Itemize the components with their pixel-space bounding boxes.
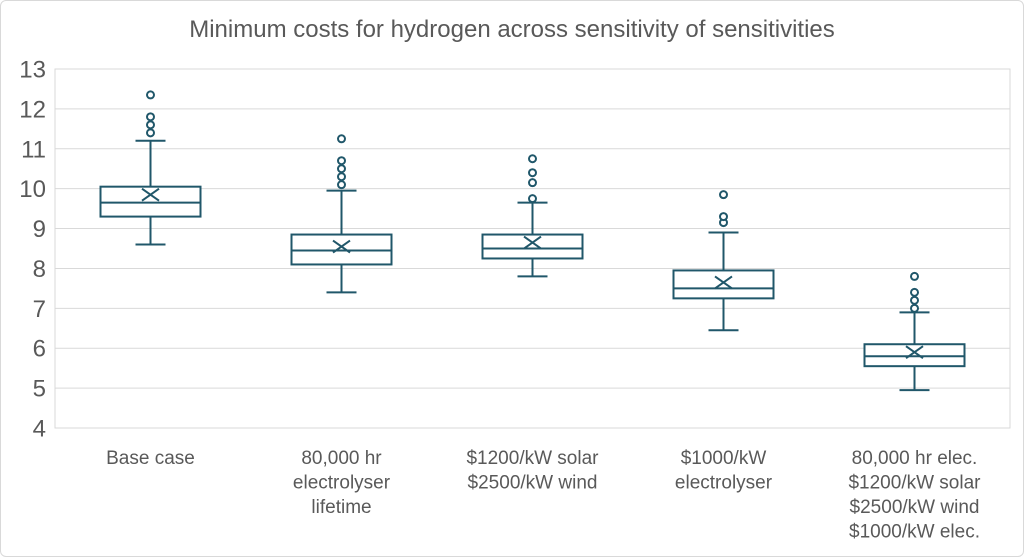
y-axis-tick-label: 5 <box>33 376 46 403</box>
box-whisker-group <box>290 134 393 294</box>
box-whisker-group <box>99 90 202 246</box>
outlier-point <box>719 190 728 200</box>
outlier-point <box>337 164 346 174</box>
y-axis-tick-label: 8 <box>33 256 46 283</box>
plot-area-border <box>54 68 1011 429</box>
x-axis-category-label: 80,000 hr electrolyser lifetime <box>293 448 391 518</box>
chart-title: Minimum costs for hydrogen across sensit… <box>189 16 835 43</box>
outlier-point <box>910 303 919 313</box>
outlier-point <box>528 194 537 204</box>
y-axis-tick-label: 11 <box>21 136 46 163</box>
outlier-point <box>146 90 155 100</box>
box-whisker-group <box>481 154 584 278</box>
y-axis-tick-label: 7 <box>33 296 46 323</box>
mean-x-marker <box>141 187 160 202</box>
y-axis-tick-label: 4 <box>33 416 46 443</box>
outlier-point <box>337 134 346 144</box>
mean-x-marker <box>332 239 351 254</box>
mean-x-marker <box>905 345 924 360</box>
x-axis-category-label: Base case <box>106 448 195 469</box>
y-axis-tick-label: 13 <box>19 57 46 84</box>
outlier-point <box>337 156 346 166</box>
mean-x-marker <box>714 275 733 290</box>
outlier-point <box>910 287 919 297</box>
box-whisker-group <box>863 271 966 392</box>
y-axis-tick-label: 10 <box>19 176 46 203</box>
iqr-box <box>672 269 775 300</box>
outlier-point <box>337 172 346 182</box>
outlier-point <box>528 154 537 164</box>
x-axis-category-label: $1200/kW solar $2500/kW wind <box>466 448 599 494</box>
y-axis-tick-label: 9 <box>33 216 46 243</box>
outlier-point <box>528 178 537 188</box>
x-axis-category-label: $1000/kW electrolyser <box>675 448 773 494</box>
y-axis-tick-label: 12 <box>19 96 46 123</box>
outlier-point <box>910 271 919 281</box>
x-axis-category-label: 80,000 hr elec. $1200/kW solar $2500/kW wi… <box>848 448 981 543</box>
outlier-point <box>146 112 155 122</box>
outlier-point <box>719 212 728 222</box>
box-whisker-group <box>672 190 775 332</box>
mean-x-marker <box>523 235 542 250</box>
outlier-point <box>528 168 537 178</box>
outlier-point <box>337 180 346 190</box>
outlier-point <box>910 295 919 305</box>
iqr-box <box>481 233 584 260</box>
outlier-point <box>146 128 155 138</box>
outlier-point <box>146 120 155 130</box>
y-axis-tick-label: 6 <box>33 336 46 363</box>
